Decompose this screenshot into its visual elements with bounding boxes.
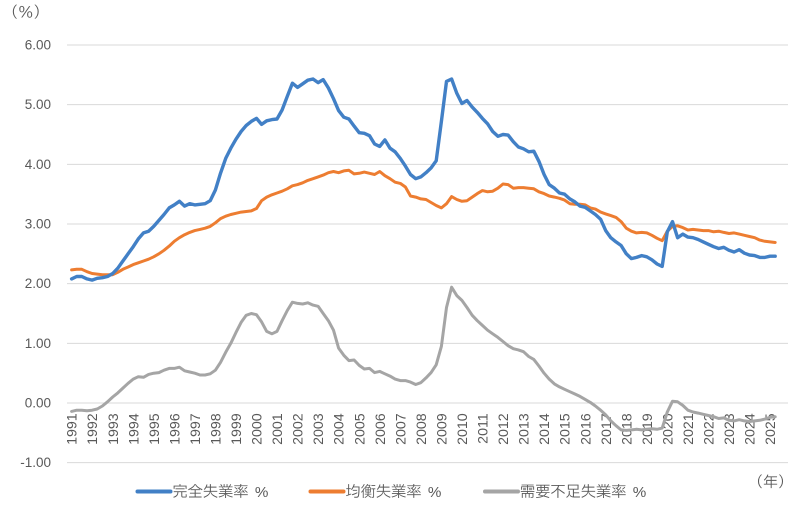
svg-text:2008: 2008: [414, 413, 430, 445]
svg-text:2003: 2003: [311, 413, 327, 445]
svg-text:2012: 2012: [496, 413, 512, 445]
svg-text:2025: 2025: [763, 413, 779, 445]
svg-text:1998: 1998: [209, 413, 225, 445]
svg-text:2005: 2005: [352, 413, 368, 445]
svg-text:2000: 2000: [250, 413, 266, 445]
svg-text:6.00: 6.00: [25, 38, 51, 53]
svg-text:2015: 2015: [558, 413, 574, 445]
svg-text:2016: 2016: [578, 413, 594, 445]
svg-text:2013: 2013: [517, 413, 533, 445]
svg-text:1994: 1994: [126, 413, 142, 445]
svg-text:2006: 2006: [373, 413, 389, 445]
svg-text:4.00: 4.00: [25, 157, 51, 172]
svg-text:2007: 2007: [393, 413, 409, 445]
svg-text:2010: 2010: [455, 413, 471, 445]
svg-text:2021: 2021: [681, 413, 697, 445]
svg-text:3.00: 3.00: [25, 217, 51, 232]
svg-text:0.00: 0.00: [25, 396, 51, 411]
svg-text:2022: 2022: [702, 413, 718, 445]
svg-text:-1.00: -1.00: [20, 455, 51, 470]
svg-text:2.00: 2.00: [25, 276, 51, 291]
svg-text:2002: 2002: [291, 413, 307, 445]
svg-text:2009: 2009: [435, 413, 451, 445]
svg-text:2011: 2011: [476, 413, 492, 444]
svg-text:2024: 2024: [743, 413, 759, 445]
svg-text:1997: 1997: [188, 413, 204, 445]
svg-text:1996: 1996: [167, 413, 183, 445]
svg-text:1993: 1993: [106, 413, 122, 445]
svg-text:1991: 1991: [65, 413, 81, 445]
svg-text:2014: 2014: [537, 413, 553, 445]
svg-text:1.00: 1.00: [25, 336, 51, 351]
svg-text:2001: 2001: [270, 413, 286, 445]
svg-text:1999: 1999: [229, 413, 245, 445]
svg-text:%: %: [255, 484, 269, 501]
svg-text:1995: 1995: [147, 413, 163, 445]
svg-text:%: %: [428, 484, 442, 501]
svg-text:%: %: [633, 484, 647, 501]
svg-text:5.00: 5.00: [25, 97, 51, 112]
svg-text:2004: 2004: [332, 413, 348, 445]
svg-text:1992: 1992: [85, 413, 101, 445]
